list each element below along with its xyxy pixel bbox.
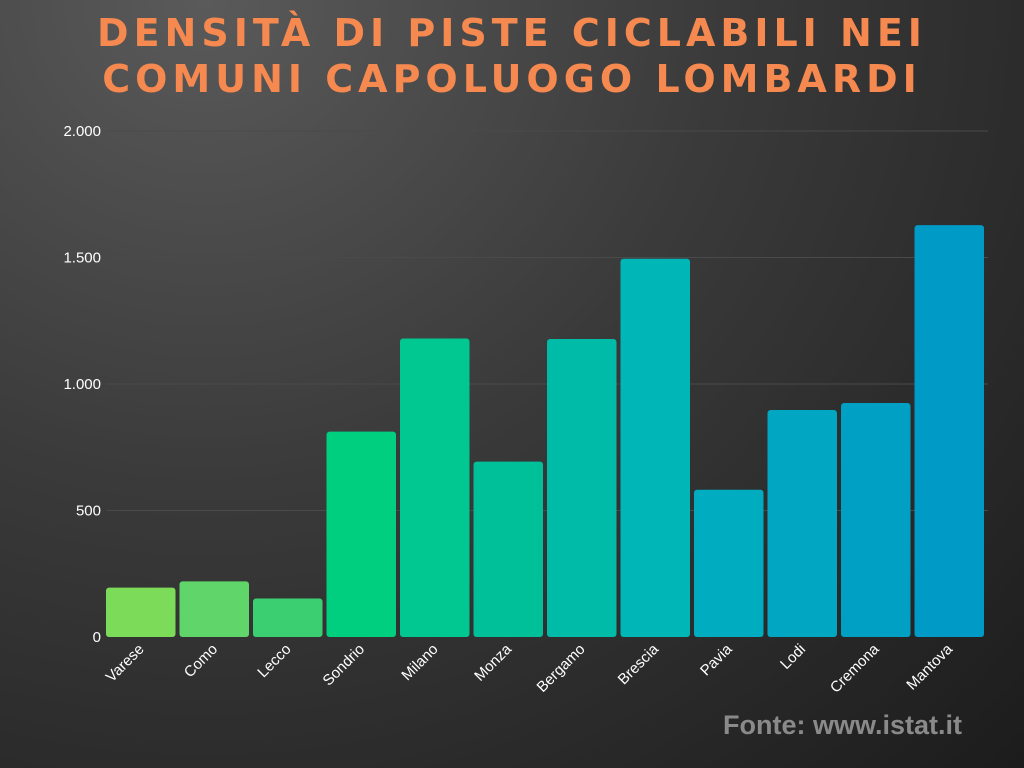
- bar-lodi: [767, 410, 837, 637]
- page-title: DENSITÀ DI PISTE CICLABILI NEI COMUNI CA…: [0, 10, 1024, 102]
- x-tick-label: Lecco: [254, 641, 294, 681]
- x-tick-label: Bergamo: [534, 641, 589, 696]
- title-line-2: COMUNI CAPOLUOGO LOMBARDI: [102, 57, 922, 101]
- bars: [106, 225, 984, 637]
- y-tick-label: 500: [76, 503, 101, 520]
- title-line-1: DENSITÀ DI PISTE CICLABILI NEI: [97, 11, 927, 55]
- x-tick-label: Brescia: [615, 640, 663, 688]
- bar-bergamo: [547, 338, 617, 637]
- bar-cremona: [841, 402, 911, 637]
- x-tick-label: Monza: [471, 640, 515, 684]
- x-tick-label: Pavia: [697, 640, 736, 679]
- x-tick-label: Sondrio: [319, 641, 368, 690]
- x-tick-label: Cremona: [827, 640, 883, 696]
- x-tick-label: Lodi: [777, 641, 809, 673]
- y-tick-label: 1.500: [63, 250, 101, 267]
- y-axis-ticks: 0 500 1.000 1.500 2.000: [63, 123, 101, 646]
- x-axis-ticks: Varese Como Lecco Sondrio Milano Monza Bergamo…: [103, 640, 957, 696]
- bar-sondrio: [326, 431, 396, 637]
- bar-pavia: [694, 489, 764, 637]
- bar-lecco: [253, 598, 323, 637]
- bar-como: [179, 581, 249, 637]
- x-tick-label: Varese: [103, 641, 148, 686]
- x-tick-label: Mantova: [903, 640, 956, 693]
- bar-milano: [400, 338, 470, 637]
- x-tick-label: Milano: [398, 641, 441, 684]
- y-tick-label: 2.000: [63, 123, 101, 140]
- bar-monza: [473, 461, 543, 637]
- bar-varese: [106, 587, 176, 637]
- source-note: Fonte: www.istat.it: [723, 710, 962, 740]
- y-tick-label: 1.000: [63, 376, 101, 393]
- bar-brescia: [620, 258, 690, 637]
- bar-mantova: [914, 225, 984, 637]
- x-tick-label: Como: [181, 641, 221, 681]
- y-tick-label: 0: [93, 629, 101, 646]
